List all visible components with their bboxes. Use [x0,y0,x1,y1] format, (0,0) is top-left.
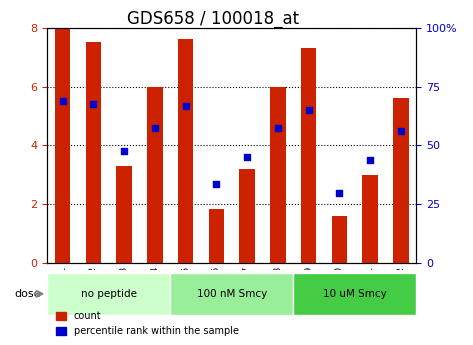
Point [243,155,251,160]
Point [120,149,128,154]
Point [397,128,405,134]
Point [336,190,343,195]
Text: 100 nM Smcy: 100 nM Smcy [197,289,267,299]
Point [90,101,97,107]
FancyBboxPatch shape [293,273,416,315]
Point [59,98,66,104]
Point [213,181,220,186]
Bar [332,216,347,263]
Bar [301,48,316,263]
Bar [362,175,378,263]
Legend: count, percentile rank within the sample: count, percentile rank within the sample [52,307,243,340]
Bar [239,169,255,263]
Text: 10 uM Smcy: 10 uM Smcy [323,289,386,299]
Bar [55,28,70,263]
Text: GDS658 / 100018_at: GDS658 / 100018_at [127,10,299,28]
Point [182,103,189,108]
Bar [86,42,101,263]
Bar [147,87,163,263]
Point [274,125,282,130]
Bar [178,39,193,263]
Text: no peptide: no peptide [81,289,137,299]
Bar [209,209,224,263]
Bar [270,87,286,263]
Point [151,125,159,130]
FancyBboxPatch shape [170,273,293,315]
Point [366,157,374,163]
FancyBboxPatch shape [47,273,170,315]
Bar [116,166,132,263]
Text: dose: dose [15,289,41,299]
Bar [393,98,409,263]
Point [305,107,312,113]
